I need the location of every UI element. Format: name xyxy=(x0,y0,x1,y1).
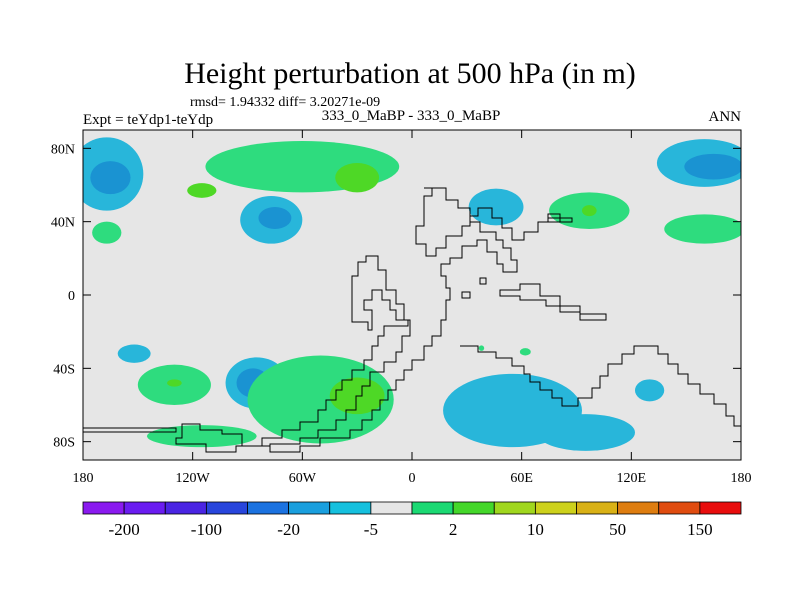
y-tick-label: 0 xyxy=(68,289,75,304)
x-axis-ticks: 180 120W 60W 0 60E 120E 180 xyxy=(73,130,752,486)
chart-title: Height perturbation at 500 hPa (in m) xyxy=(184,57,636,90)
colorbar-label: -5 xyxy=(364,520,378,539)
colorbar-swatch xyxy=(699,501,742,515)
x-tick-label: 180 xyxy=(731,471,752,486)
region-sh-green-strip xyxy=(146,425,257,448)
region-asia-green-core xyxy=(581,205,597,217)
colorbar-swatch xyxy=(617,501,660,515)
region-natl-blue-core xyxy=(258,207,292,229)
region-eurasia-blue xyxy=(468,188,524,226)
colorbar-swatch xyxy=(658,501,701,515)
colorbar: -200 -100 -20 -5 2 10 50 150 xyxy=(82,501,742,539)
coast-india xyxy=(548,217,573,223)
coastline-outline xyxy=(83,187,741,453)
center-label: 333_0_MaBP - 333_0_MaBP xyxy=(322,108,501,124)
colorbar-swatch xyxy=(205,501,248,515)
colorbar-swatch xyxy=(493,501,536,515)
y-tick-label: 40N xyxy=(51,216,75,231)
coast-antarctic-shelf xyxy=(83,427,177,433)
region-pac-green-small xyxy=(92,221,122,244)
plot-area xyxy=(82,129,742,461)
coast-seasia xyxy=(499,283,607,321)
region-north-green-core-1 xyxy=(335,163,380,193)
colorbar-swatch xyxy=(329,501,372,515)
stats-line: rmsd= 1.94332 diff= 3.20271e-09 xyxy=(190,95,380,110)
colorbar-swatch xyxy=(82,501,125,515)
y-tick-label: 40S xyxy=(53,362,75,377)
y-tick-label: 80N xyxy=(51,142,75,157)
coast-island-1 xyxy=(461,291,471,299)
colorbar-swatch xyxy=(247,501,290,515)
y-axis-ticks: 80N 40N 0 40S 80S xyxy=(51,142,741,451)
colorbar-label: -20 xyxy=(277,520,300,539)
region-northpac-west-core xyxy=(684,153,741,180)
region-sh-green-tiny-2 xyxy=(478,345,485,351)
region-sh-blue-far-east xyxy=(634,379,665,402)
region-sh-green-tiny-1 xyxy=(519,348,531,356)
region-pac-green-east xyxy=(664,214,741,244)
region-northpac-east-core xyxy=(90,161,131,195)
x-tick-label: 180 xyxy=(73,471,94,486)
colorbar-swatch xyxy=(288,501,331,515)
plot-background xyxy=(83,130,741,460)
colorbar-swatch xyxy=(411,501,454,515)
x-tick-label: 120W xyxy=(176,471,211,486)
colorbar-label: 10 xyxy=(527,520,544,539)
coast-africa xyxy=(460,345,741,427)
colorbar-swatch xyxy=(576,501,619,515)
region-sh-blue-small xyxy=(117,344,151,363)
colorbar-swatch xyxy=(370,501,413,515)
colorbar-swatch xyxy=(164,501,207,515)
y-tick-label: 80S xyxy=(53,436,75,451)
colorbar-label: -200 xyxy=(109,520,140,539)
x-tick-label: 60W xyxy=(289,471,317,486)
region-sh-green-left-core xyxy=(167,379,182,387)
region-sh-green-big xyxy=(247,355,394,444)
coast-asia xyxy=(415,187,561,257)
colorbar-swatch xyxy=(123,501,166,515)
x-tick-label: 120E xyxy=(617,471,647,486)
region-sh-blue-east-ext xyxy=(536,414,635,451)
right-label: ANN xyxy=(709,109,742,125)
colorbar-label: -100 xyxy=(191,520,222,539)
coast-island-2 xyxy=(479,277,487,285)
contour-regions xyxy=(83,137,741,451)
colorbar-label: 150 xyxy=(687,520,713,539)
x-tick-label: 0 xyxy=(409,471,416,486)
left-label: Expt = teYdp1-teYdp xyxy=(83,112,213,128)
colorbar-swatch xyxy=(452,501,495,515)
colorbar-label: 50 xyxy=(609,520,626,539)
colorbar-label: 2 xyxy=(449,520,458,539)
x-tick-label: 60E xyxy=(510,471,533,486)
region-north-green-core-2 xyxy=(187,183,217,198)
coast-americas xyxy=(175,187,518,453)
colorbar-swatch xyxy=(534,501,577,515)
